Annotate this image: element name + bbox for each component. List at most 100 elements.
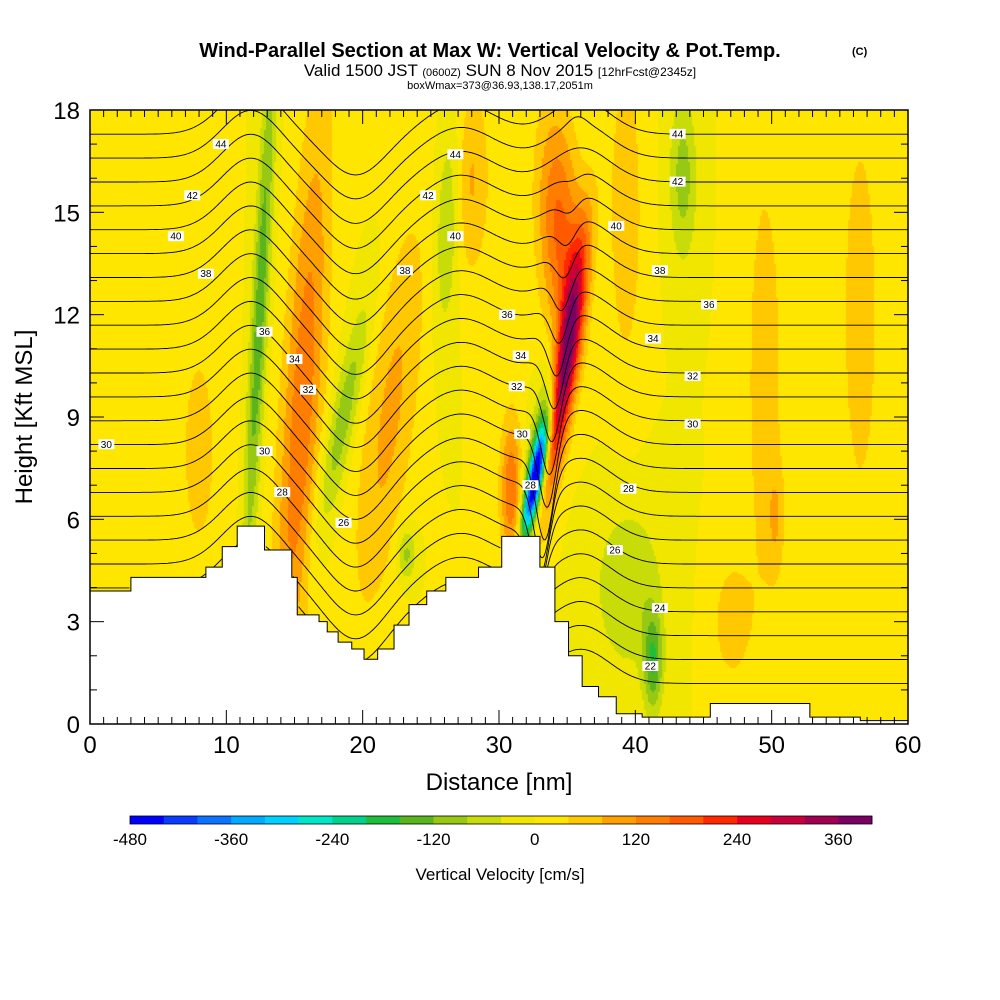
theta-contour-line	[90, 277, 908, 375]
theta-label-box	[300, 384, 317, 395]
theta-label: 30	[517, 430, 529, 441]
theta-label: 30	[259, 447, 271, 458]
theta-label: 40	[170, 232, 182, 243]
colorbar	[129, 815, 873, 825]
theta-contour-labels: 30 44 42 40 38 36 34 32 30 28 26 44 42 40 38 36 34 32 30 28…	[98, 128, 717, 673]
colorbar-swatch	[467, 816, 502, 824]
theta-label: 34	[515, 351, 527, 362]
theta-label-box	[184, 190, 201, 201]
colorbar-swatch	[366, 816, 401, 824]
theta-label-box	[700, 299, 717, 310]
colorbar-swatch	[669, 816, 704, 824]
theta-label-box	[684, 418, 701, 429]
theta-contour-line	[90, 372, 908, 476]
colorbar-tick-label: 360	[824, 830, 852, 849]
y-tick-label: 6	[67, 507, 80, 534]
theta-label-box	[620, 483, 637, 494]
x-tick-label: 20	[349, 732, 376, 759]
colorbar-tick-label: -360	[214, 830, 248, 849]
theta-label: 26	[338, 518, 350, 529]
theta-label-box	[274, 487, 291, 498]
theta-contour-line	[90, 324, 908, 424]
colorbar-swatch	[399, 816, 434, 824]
colorbar-swatch	[804, 816, 839, 824]
theta-contour-line	[90, 444, 908, 559]
x-axis-label: Distance [nm]	[426, 769, 573, 796]
terrain-mask	[90, 525, 908, 724]
theta-contour-line	[90, 348, 908, 448]
y-tick-label: 18	[53, 98, 80, 125]
theta-contour-line	[90, 300, 908, 400]
theta-label: 28	[277, 488, 289, 499]
colorbar-tick-label: -120	[417, 830, 451, 849]
theta-label-box	[669, 176, 686, 187]
x-tick-label: 50	[758, 732, 785, 759]
theta-label-box	[499, 309, 516, 320]
y-tick-label: 0	[67, 712, 80, 739]
theta-contour-line	[561, 624, 908, 660]
theta-label: 34	[647, 334, 659, 345]
theta-label: 36	[703, 300, 715, 311]
theta-label-box	[651, 265, 668, 276]
theta-contour-line	[90, 515, 908, 616]
colorbar-swatch	[130, 816, 165, 824]
colorbar-tick-label: 120	[622, 830, 650, 849]
colorbar-swatch	[231, 816, 266, 824]
theta-label: 32	[687, 372, 699, 383]
x-tick-label: 60	[895, 732, 922, 759]
theta-label-box	[98, 439, 115, 450]
subtitle-zulu: (0600Z)	[422, 67, 461, 79]
subtitle-date: SUN 8 Nov 2015	[466, 61, 594, 80]
theta-contour-line	[90, 396, 908, 508]
colorbar-label: Vertical Velocity [cm/s]	[415, 865, 584, 884]
theta-label: 28	[525, 481, 537, 492]
colorbar-swatch	[635, 816, 670, 824]
theta-label: 32	[511, 382, 523, 393]
colorbar-swatch	[534, 816, 569, 824]
colorbar-tick-label: 240	[723, 830, 751, 849]
colorbar-tick-label: -240	[315, 830, 349, 849]
colorbar-swatch	[433, 816, 468, 824]
theta-label: 22	[645, 662, 657, 673]
x-tick-label: 40	[622, 732, 649, 759]
theta-label-box	[514, 429, 531, 440]
colorbar-swatch	[501, 816, 536, 824]
theta-contour-line	[90, 420, 908, 541]
theta-label-box	[508, 381, 525, 392]
subtitle-forecast: [12hrFcst@2345z]	[598, 65, 696, 79]
theta-label-box	[447, 231, 464, 242]
colorbar-swatch	[298, 816, 333, 824]
colorbar-tick-label: -480	[113, 830, 147, 849]
colorbar-swatch	[568, 816, 603, 824]
theta-label: 44	[215, 140, 227, 151]
colorbar-swatch	[197, 816, 232, 824]
theta-label-box	[642, 661, 659, 672]
theta-label-box	[335, 517, 352, 528]
theta-contour-line	[90, 492, 908, 592]
theta-label-box	[684, 371, 701, 382]
theta-label: 42	[672, 177, 684, 188]
colorbar-swatch	[737, 816, 772, 824]
theta-label-box	[669, 128, 686, 139]
theta-label-box	[447, 149, 464, 160]
x-tick-label: 30	[486, 732, 513, 759]
theta-label: 36	[502, 310, 514, 321]
chart-subtitle: Valid 1500 JST (0600Z) SUN 8 Nov 2015 [1…	[304, 61, 696, 80]
theta-label: 42	[423, 191, 435, 202]
theta-contour-line	[90, 110, 908, 200]
theta-label: 38	[654, 266, 666, 277]
x-tick-label: 10	[213, 732, 240, 759]
colorbar-tick-labels: -480 -360 -240 -120 0 120 240 360	[113, 830, 852, 849]
chart-title-mark: (C)	[852, 46, 868, 58]
colorbar-swatch	[163, 816, 198, 824]
theta-label: 30	[101, 440, 113, 451]
theta-label: 40	[450, 232, 462, 243]
theta-contour-line	[90, 157, 908, 249]
theta-label: 44	[672, 129, 684, 140]
theta-label-box	[256, 326, 273, 337]
theta-label: 26	[609, 546, 621, 557]
colorbar-swatch	[838, 816, 873, 824]
theta-contour-line	[90, 205, 908, 300]
theta-label-box	[512, 350, 529, 361]
